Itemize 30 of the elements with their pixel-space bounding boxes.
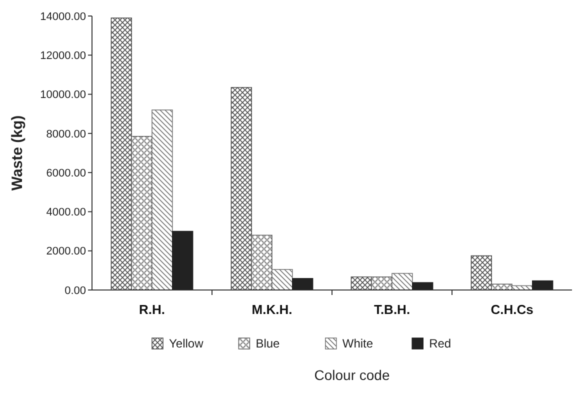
y-tick-label: 12000.00 [40,50,86,62]
y-tick-label: 4000.00 [46,206,86,219]
y-tick-label: 2000.00 [46,246,86,258]
bar [131,136,152,290]
y-tick-label: 14000.00 [40,10,86,23]
legend-label: Yellow [169,336,204,350]
y-tick-label: 6000.00 [46,167,86,180]
x-axis-title: Colour code [314,367,390,383]
bar [110,18,132,290]
bar [152,110,173,290]
bar [272,269,293,290]
bar [412,282,434,290]
x-tick-label: R.H. [139,302,165,317]
y-tick-label: 10000.00 [40,89,86,102]
x-tick-label: C.H.Cs [490,302,534,317]
bar [172,230,194,290]
bar [292,278,314,290]
y-tick-label: 0.00 [64,284,86,297]
bar [392,272,413,290]
bar [371,276,392,290]
x-tick-label: T.B.H. [374,302,410,317]
bar [251,234,272,290]
bar [230,87,252,290]
x-tick-label: M.K.H. [252,302,292,317]
legend-label: White [342,336,374,350]
legend-label: Blue [256,336,280,350]
legend-label: Red [429,336,452,350]
y-axis-title: Waste (kg) [9,115,26,191]
y-tick-label: 8000.00 [46,128,86,140]
bar [470,255,492,290]
